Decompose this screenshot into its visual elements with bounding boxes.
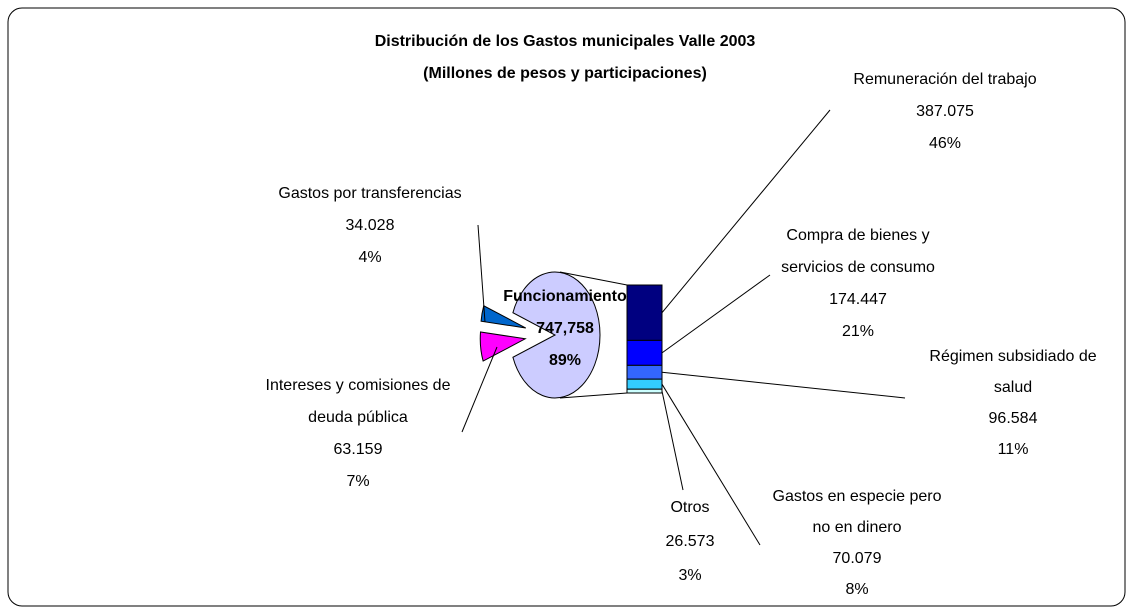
bar-value: 96.584 xyxy=(989,410,1038,427)
leader-line xyxy=(661,109,831,314)
pie-share: 7% xyxy=(346,473,369,490)
bar-segment xyxy=(626,284,663,341)
pie-label: Funcionamiento xyxy=(503,288,627,305)
bar-share: 46% xyxy=(929,135,961,152)
leader-line xyxy=(661,371,906,399)
chart-subtitle: (Millones de pesos y participaciones) xyxy=(423,65,707,82)
pie-share: 89% xyxy=(549,352,581,369)
pie-label: Intereses y comisiones de xyxy=(266,377,451,394)
bar-label: no en dinero xyxy=(813,519,902,536)
leader-line xyxy=(661,274,771,354)
bar-segment xyxy=(626,364,663,380)
bar-segment xyxy=(626,388,663,394)
connector xyxy=(559,392,628,399)
leader-line xyxy=(661,383,761,546)
bar-value: 174.447 xyxy=(829,291,887,308)
bar-share: 11% xyxy=(998,441,1029,458)
leader-line xyxy=(477,224,486,323)
chart-title: Distribución de los Gastos municipales V… xyxy=(375,33,756,50)
bar-value: 70.079 xyxy=(833,550,882,567)
connector xyxy=(559,271,628,286)
bar-share: 3% xyxy=(678,567,701,584)
bar-label: Gastos en especie pero xyxy=(773,488,942,505)
bar-label: Remuneración del trabajo xyxy=(853,71,1036,88)
pie-label: deuda pública xyxy=(308,409,408,426)
bar-segment xyxy=(626,378,663,390)
pie-slice xyxy=(512,271,601,399)
bar-label: servicios de consumo xyxy=(781,259,935,276)
bar-value: 26.573 xyxy=(666,533,715,550)
pie-value: 63.159 xyxy=(334,441,383,458)
pie-value: 747,758 xyxy=(536,320,594,337)
leader-line xyxy=(661,390,684,491)
pie-label: Gastos por transferencias xyxy=(278,185,461,202)
bar-label: Otros xyxy=(670,499,709,516)
bar-label: Compra de bienes y xyxy=(786,227,929,244)
bar-value: 387.075 xyxy=(916,103,974,120)
bar-label: Régimen subsidiado de xyxy=(929,348,1096,365)
leader-line xyxy=(461,346,498,433)
pie-value: 34.028 xyxy=(346,217,395,234)
bar-share: 8% xyxy=(845,581,868,598)
bar-segment xyxy=(626,339,663,366)
bar-share: 21% xyxy=(842,323,874,340)
pie-slice xyxy=(479,331,527,362)
bar-label: salud xyxy=(994,379,1032,396)
pie-share: 4% xyxy=(358,249,381,266)
